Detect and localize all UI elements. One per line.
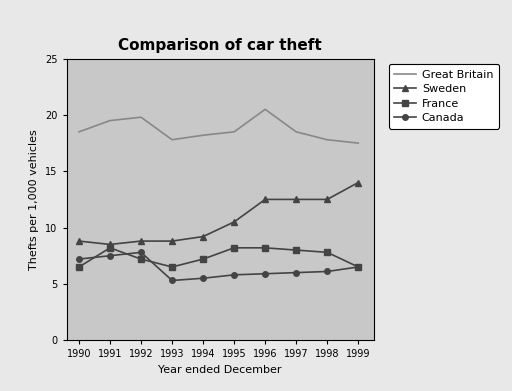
Sweden <box>355 180 361 185</box>
Canada <box>138 250 144 255</box>
Sweden <box>231 220 237 224</box>
Great Britain <box>169 137 175 142</box>
Great Britain <box>107 118 113 123</box>
Canada <box>231 273 237 277</box>
Great Britain <box>231 129 237 134</box>
Canada <box>200 276 206 281</box>
Sweden <box>324 197 330 202</box>
Great Britain <box>293 129 299 134</box>
X-axis label: Year ended December: Year ended December <box>158 365 282 375</box>
France <box>107 246 113 250</box>
France <box>262 246 268 250</box>
Sweden <box>293 197 299 202</box>
Canada <box>169 278 175 283</box>
Great Britain <box>355 141 361 145</box>
Sweden <box>169 239 175 244</box>
Sweden <box>138 239 144 244</box>
Line: Great Britain: Great Britain <box>79 109 358 143</box>
Sweden <box>200 234 206 239</box>
France <box>293 248 299 253</box>
France <box>76 265 82 269</box>
Great Britain <box>324 137 330 142</box>
Canada <box>262 271 268 276</box>
France <box>231 246 237 250</box>
Canada <box>107 253 113 258</box>
Canada <box>355 265 361 269</box>
France <box>324 250 330 255</box>
Sweden <box>262 197 268 202</box>
Great Britain <box>262 107 268 112</box>
Y-axis label: Thefts per 1,000 vehicles: Thefts per 1,000 vehicles <box>30 129 39 270</box>
France <box>355 265 361 269</box>
Title: Comparison of car theft: Comparison of car theft <box>118 38 322 53</box>
Line: France: France <box>76 245 361 270</box>
Great Britain <box>76 129 82 134</box>
France <box>200 257 206 262</box>
Legend: Great Britain, Sweden, France, Canada: Great Britain, Sweden, France, Canada <box>389 64 499 129</box>
Sweden <box>107 242 113 247</box>
Great Britain <box>138 115 144 120</box>
Line: Canada: Canada <box>76 249 361 283</box>
France <box>138 257 144 262</box>
France <box>169 265 175 269</box>
Canada <box>324 269 330 274</box>
Great Britain <box>200 133 206 138</box>
Line: Sweden: Sweden <box>76 180 361 247</box>
Sweden <box>76 239 82 244</box>
Canada <box>293 270 299 275</box>
Canada <box>76 257 82 262</box>
